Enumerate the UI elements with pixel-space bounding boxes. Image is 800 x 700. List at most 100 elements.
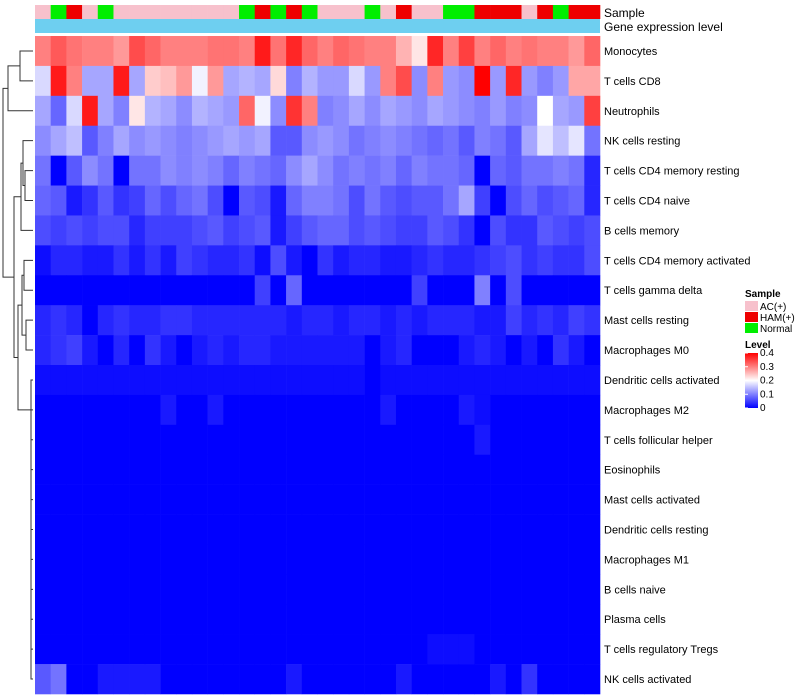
heatmap-cell — [286, 215, 303, 246]
heatmap-cell — [66, 215, 83, 246]
heatmap-cell — [35, 454, 51, 485]
heatmap-cell — [568, 574, 585, 605]
sample-annotation-cell — [521, 5, 538, 19]
heatmap-cell — [207, 394, 224, 426]
heatmap-cell — [207, 664, 224, 695]
heatmap-cell — [333, 65, 350, 97]
heatmap-cell — [505, 36, 522, 67]
heatmap-cell — [254, 65, 271, 97]
heatmap-cell — [552, 365, 569, 396]
heatmap-cell — [348, 155, 365, 186]
heatmap-cell — [317, 574, 334, 605]
heatmap-cell — [427, 454, 444, 485]
heatmap-cell — [505, 604, 522, 635]
heatmap-cell — [411, 335, 428, 366]
heatmap-cell — [427, 484, 444, 515]
heatmap-cell — [270, 275, 287, 306]
heatmap-cell — [82, 514, 99, 545]
heatmap-cell — [66, 335, 83, 366]
heatmap-cell — [207, 514, 224, 545]
heatmap-cell — [364, 424, 381, 456]
heatmap-cell — [568, 394, 585, 426]
heatmap-cell — [552, 245, 569, 276]
heatmap-cell — [348, 484, 365, 515]
heatmap-cell — [160, 574, 177, 605]
heatmap-cell — [239, 305, 256, 336]
heatmap-cell — [176, 634, 193, 665]
heatmap-cell — [270, 36, 287, 67]
heatmap-cell — [505, 305, 522, 336]
heatmap-cell — [97, 544, 114, 575]
heatmap-cell — [97, 185, 114, 216]
heatmap-cell — [254, 215, 271, 246]
heatmap-cell — [207, 305, 224, 336]
heatmap-cell — [443, 394, 460, 426]
heatmap-cell — [254, 335, 271, 366]
sample-legend-swatch — [745, 312, 758, 322]
heatmap-cell — [129, 305, 146, 336]
heatmap-cell — [144, 245, 161, 276]
heatmap-cell — [443, 245, 460, 276]
heatmap-cell — [458, 604, 475, 635]
heatmap-cell — [552, 155, 569, 186]
heatmap-cell — [348, 215, 365, 246]
heatmap-cell — [380, 185, 397, 216]
heatmap-cell — [35, 185, 51, 216]
heatmap-cell — [207, 484, 224, 515]
heatmap-cell — [364, 514, 381, 545]
heatmap-cell — [286, 155, 303, 186]
expression-annotation-label: Gene expression level — [604, 20, 723, 34]
heatmap-cell — [474, 424, 491, 456]
heatmap-cell — [584, 574, 601, 605]
heatmap-cell — [568, 634, 585, 665]
heatmap-cell — [443, 65, 460, 97]
heatmap-cell — [270, 634, 287, 665]
heatmap-cell — [191, 335, 208, 366]
heatmap-cell — [144, 185, 161, 216]
heatmap-cell — [176, 604, 193, 635]
heatmap-cell — [144, 275, 161, 306]
heatmap-cell — [239, 634, 256, 665]
heatmap-cell — [113, 215, 130, 246]
heatmap-cell — [568, 454, 585, 485]
heatmap-cell — [286, 454, 303, 485]
heatmap-cell — [35, 604, 51, 635]
heatmap-cell — [97, 275, 114, 306]
heatmap-cell — [129, 275, 146, 306]
heatmap-cell — [82, 394, 99, 426]
heatmap-cell — [443, 155, 460, 186]
heatmap-cell — [144, 335, 161, 366]
heatmap-cell — [301, 155, 318, 186]
heatmap-cell — [35, 95, 51, 127]
heatmap-cell — [474, 514, 491, 545]
heatmap-cell — [505, 95, 522, 127]
heatmap-cell — [458, 275, 475, 306]
heatmap-cell — [568, 544, 585, 575]
heatmap-cell — [191, 514, 208, 545]
heatmap-cell — [301, 95, 318, 127]
heatmap-cell — [97, 95, 114, 127]
heatmap-cell — [223, 634, 240, 665]
heatmap-cell — [82, 36, 99, 67]
heatmap-cell — [286, 664, 303, 695]
heatmap-cell — [411, 664, 428, 695]
heatmap-cell — [286, 365, 303, 396]
heatmap-cell — [129, 215, 146, 246]
heatmap-cell — [458, 664, 475, 695]
heatmap-cell — [317, 36, 334, 67]
heatmap-cell — [505, 335, 522, 366]
heatmap-cell — [395, 454, 412, 485]
heatmap-cell — [160, 185, 177, 216]
heatmap-cell — [458, 424, 475, 456]
heatmap-cell — [521, 544, 538, 575]
heatmap-cell — [474, 335, 491, 366]
heatmap-cell — [380, 36, 397, 67]
heatmap-cell — [113, 335, 130, 366]
heatmap-cell — [505, 574, 522, 605]
sample-annotation-cell — [427, 5, 444, 19]
sample-annotation-cell — [66, 5, 83, 19]
heatmap-cell — [35, 514, 51, 545]
sample-annotation-cell — [474, 5, 491, 19]
heatmap-cell — [207, 424, 224, 456]
heatmap-cell — [286, 185, 303, 216]
